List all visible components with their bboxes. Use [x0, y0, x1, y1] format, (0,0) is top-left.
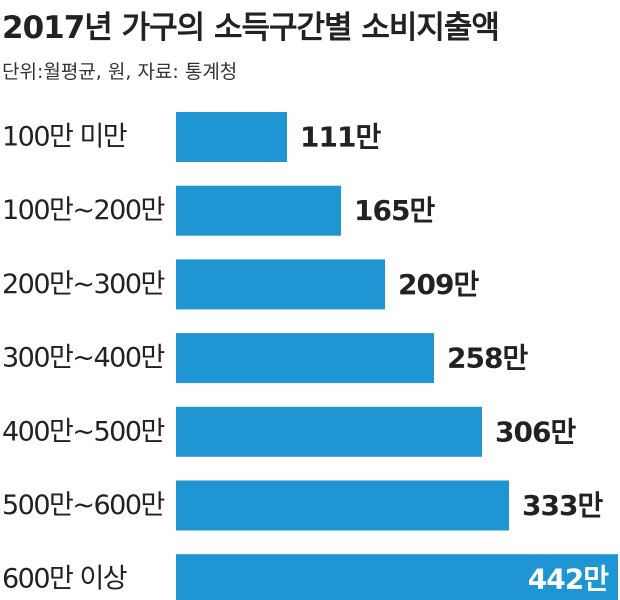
category-label: 100만~200만: [2, 195, 165, 226]
value-label: 165만: [354, 194, 435, 227]
bar: [176, 112, 287, 162]
bar: [176, 406, 482, 457]
category-label: 100만 미만: [2, 122, 127, 153]
value-label: 209만: [398, 268, 479, 301]
value-label: 258만: [447, 342, 528, 375]
bar: [176, 259, 385, 310]
chart-title: 2017년 가구의 소득구간별 소비지출액: [2, 10, 500, 46]
bar: [176, 333, 434, 384]
category-label: 300만~400만: [2, 343, 165, 374]
value-label: 111만: [300, 121, 381, 154]
category-label: 500만~600만: [2, 490, 165, 521]
category-label: 200만~300만: [2, 269, 165, 300]
value-label: 306만: [495, 415, 576, 448]
value-label: 442만: [528, 563, 609, 596]
chart-subtitle: 단위:월평균, 원, 자료: 통계청: [2, 61, 238, 83]
value-label: 333만: [522, 489, 603, 522]
bar: [176, 554, 618, 600]
bar: [176, 480, 509, 531]
category-label: 600만 이상: [2, 564, 127, 595]
bar: [176, 185, 341, 236]
category-label: 400만~500만: [2, 416, 165, 447]
